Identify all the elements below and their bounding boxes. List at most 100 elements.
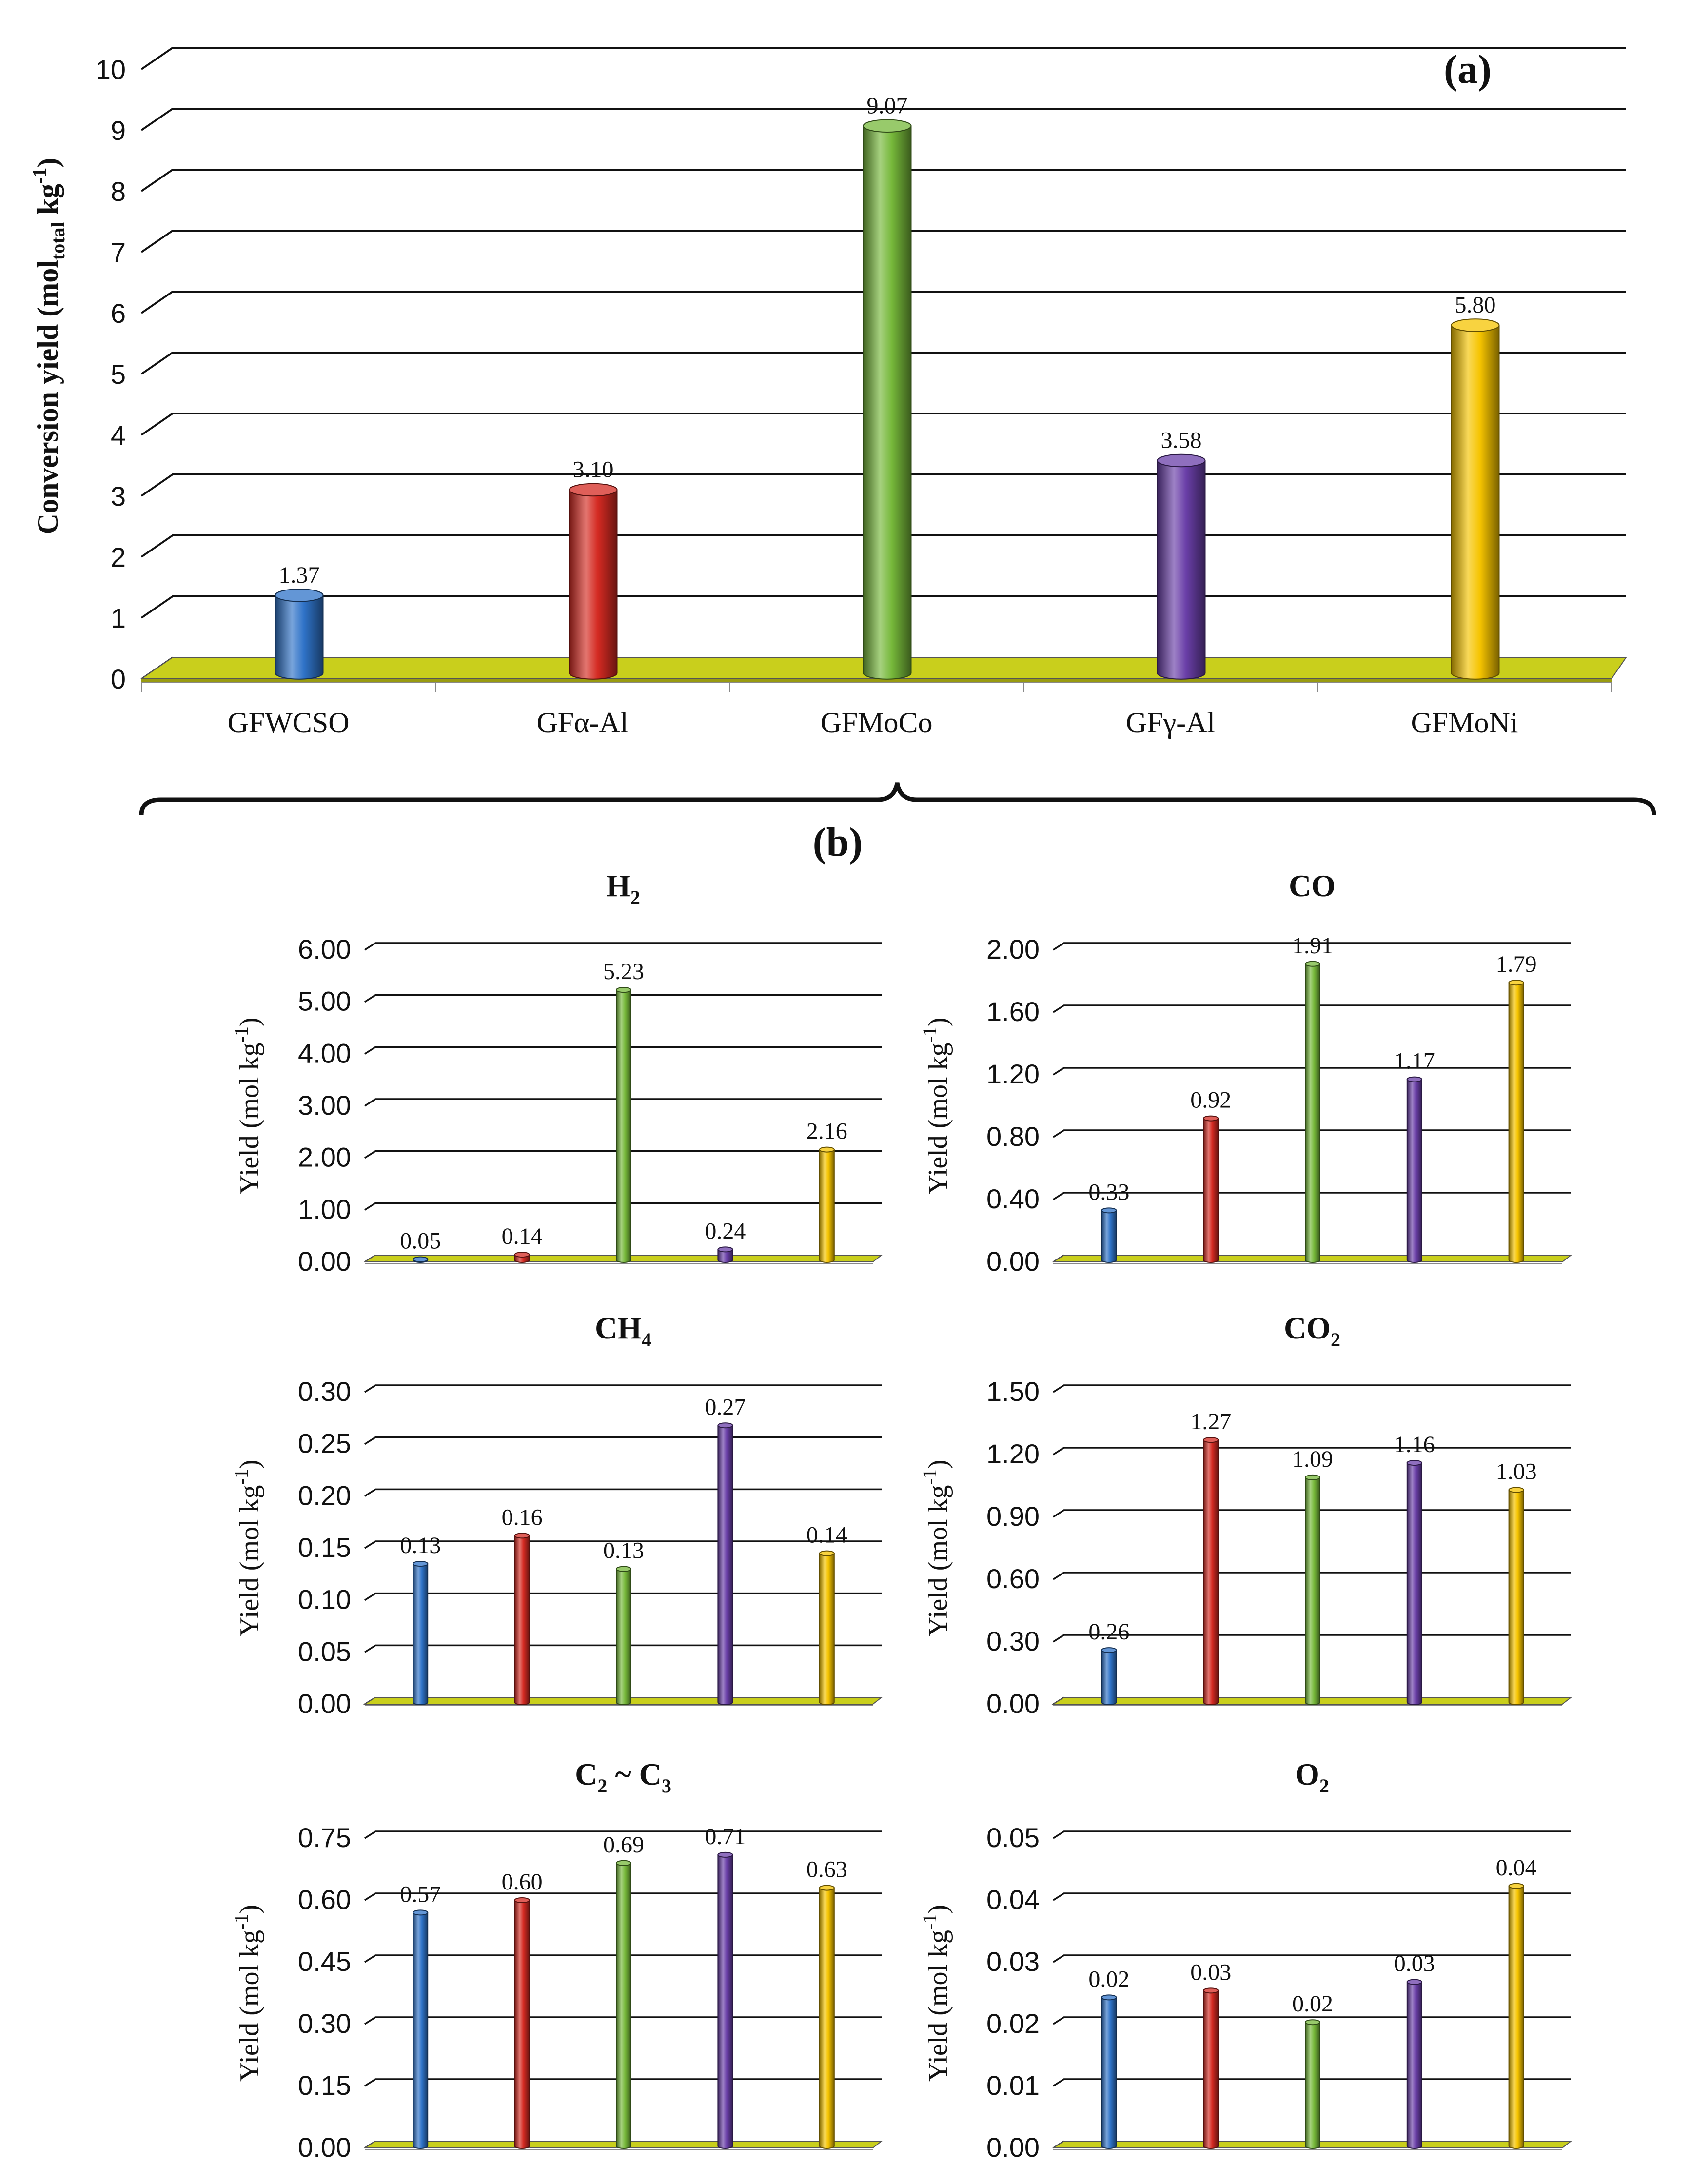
bar-CO-2 xyxy=(1305,961,1320,1263)
y-tick-label: 5 xyxy=(111,359,126,390)
bar-3 xyxy=(1157,453,1206,680)
data-label: 0.03 xyxy=(1190,1959,1231,1985)
bar-H2-1 xyxy=(514,1252,530,1263)
gridline xyxy=(1053,1447,1571,1456)
data-label: 0.69 xyxy=(603,1832,644,1858)
curly-brace xyxy=(139,782,1656,816)
bar-0 xyxy=(275,589,324,680)
bar-1 xyxy=(569,483,618,680)
panel-b-label: (b) xyxy=(813,820,863,865)
y-tick-label: 0.01 xyxy=(986,2070,1040,2101)
chart-H2: H2 Yield (mol kg-1) 0.00 1.00 2.00 3.00 4.00 5.… xyxy=(230,868,883,1277)
y-tick-label: 0.03 xyxy=(986,1946,1040,1977)
bar-CH4-4 xyxy=(819,1550,835,1705)
data-label: 0.04 xyxy=(1496,1855,1537,1881)
chart-title: CO xyxy=(1289,868,1336,903)
gridlines xyxy=(364,942,882,1263)
chart-title: CH4 xyxy=(595,1311,651,1351)
y-tick-label: 1.20 xyxy=(986,1438,1040,1469)
gridline xyxy=(140,413,1626,436)
gridline xyxy=(364,1436,882,1445)
gridline xyxy=(140,534,1626,558)
data-label: 9.07 xyxy=(867,93,908,118)
gridlines xyxy=(364,1830,882,2149)
gridline xyxy=(364,1954,882,1963)
y-tick-label: 1.50 xyxy=(986,1376,1040,1407)
y-axis-label: Yield (mol kg-1) xyxy=(230,1017,265,1194)
gridline xyxy=(140,352,1626,375)
bar-4 xyxy=(1451,318,1500,680)
gridline xyxy=(364,2078,882,2087)
y-axis-label: Yield (mol kg-1) xyxy=(919,1017,953,1194)
gridline xyxy=(1053,2078,1571,2087)
y-tick-label: 0.40 xyxy=(986,1183,1040,1214)
y-tick-label: 4 xyxy=(111,420,126,451)
gridline xyxy=(1053,1129,1571,1138)
data-label: 0.16 xyxy=(502,1504,543,1530)
y-tick-label: 0.00 xyxy=(298,2132,351,2163)
gridline xyxy=(364,994,882,1003)
data-label: 0.57 xyxy=(400,1881,441,1907)
y-axis-label: Yield (mol kg-1) xyxy=(919,1905,953,2082)
data-label: 5.23 xyxy=(603,959,644,984)
gridline xyxy=(1053,1830,1571,1839)
data-label: 0.02 xyxy=(1292,1991,1333,2017)
gridline xyxy=(364,1830,882,1839)
panel-b-charts: H2 Yield (mol kg-1) 0.00 1.00 2.00 3.00 4.00 5.… xyxy=(230,868,1573,2163)
y-tick-label: 0.00 xyxy=(298,1688,351,1719)
category-label: GFWCSO xyxy=(227,707,349,739)
gridline xyxy=(364,1644,882,1653)
data-label: 1.17 xyxy=(1394,1048,1435,1074)
y-tick-label: 1.60 xyxy=(986,996,1040,1027)
category-label: GFMoNi xyxy=(1411,707,1518,739)
bar-CO-0 xyxy=(1101,1207,1117,1263)
chart-CH4: CH4 Yield (mol kg-1) 0.00 0.05 0.10 0.15 0.20 0… xyxy=(230,1311,883,1719)
gridlines xyxy=(364,1384,882,1705)
y-tick-label: 3 xyxy=(111,481,126,512)
y-tick-label: 1.00 xyxy=(298,1194,351,1224)
y-tick-label: 0.90 xyxy=(986,1501,1040,1532)
y-tick-label: 6 xyxy=(111,298,126,329)
gridline xyxy=(364,942,882,951)
chart-O2: O2 Yield (mol kg-1) 0.00 0.01 0.02 0.03 0.04 0.… xyxy=(919,1757,1573,2163)
data-label: 0.03 xyxy=(1394,1951,1435,1977)
bar-C2C3-1 xyxy=(514,1897,530,2149)
gridline xyxy=(364,1098,882,1107)
y-tick-label: 0 xyxy=(111,664,126,694)
chart-CO2: CO2 Yield (mol kg-1) 0.00 0.30 0.60 0.90 1.20 1… xyxy=(919,1311,1573,1719)
panel-a-bars: 1.37 3.10 9.07 3.58 5.80 xyxy=(275,93,1500,680)
y-tick-label: 1 xyxy=(111,603,126,633)
gridline xyxy=(364,1488,882,1497)
y-tick-label: 0.05 xyxy=(298,1636,351,1667)
gridline xyxy=(364,1046,882,1055)
bar-C2C3-0 xyxy=(413,1909,429,2149)
data-label: 0.33 xyxy=(1088,1179,1129,1205)
gridline xyxy=(1053,1954,1571,1963)
data-label: 0.27 xyxy=(705,1394,746,1420)
data-label: 0.26 xyxy=(1088,1619,1129,1645)
chart-C2C3: C2 ~ C3 Yield (mol kg-1) 0.00 0.15 0.30 0.45 0… xyxy=(230,1757,883,2163)
y-tick-label: 0.02 xyxy=(986,2008,1040,2039)
bar-C2C3-4 xyxy=(819,1885,835,2149)
gridline xyxy=(1053,1067,1571,1076)
bar-H2-3 xyxy=(717,1246,733,1263)
bar-CO2-3 xyxy=(1406,1460,1422,1705)
data-label: 0.14 xyxy=(806,1522,847,1548)
y-tick-label: 9 xyxy=(111,115,126,146)
gridline xyxy=(364,1540,882,1549)
y-tick-label: 10 xyxy=(96,54,126,85)
data-label: 0.13 xyxy=(603,1538,644,1564)
bar-H2-0 xyxy=(413,1256,429,1263)
bar-CO2-2 xyxy=(1305,1474,1320,1705)
y-tick-label: 0.00 xyxy=(986,2132,1040,2163)
y-tick-label: 0.30 xyxy=(298,2008,351,2039)
gridline xyxy=(140,47,1626,70)
gridline xyxy=(1053,2016,1571,2025)
y-tick-label: 0.10 xyxy=(298,1584,351,1615)
y-tick-label: 0.60 xyxy=(298,1884,351,1915)
gridline xyxy=(364,1892,882,1901)
bar-O2-0 xyxy=(1101,1994,1117,2149)
data-label: 3.58 xyxy=(1161,428,1202,453)
bar-O2-3 xyxy=(1406,1979,1422,2149)
gridline xyxy=(140,473,1626,497)
